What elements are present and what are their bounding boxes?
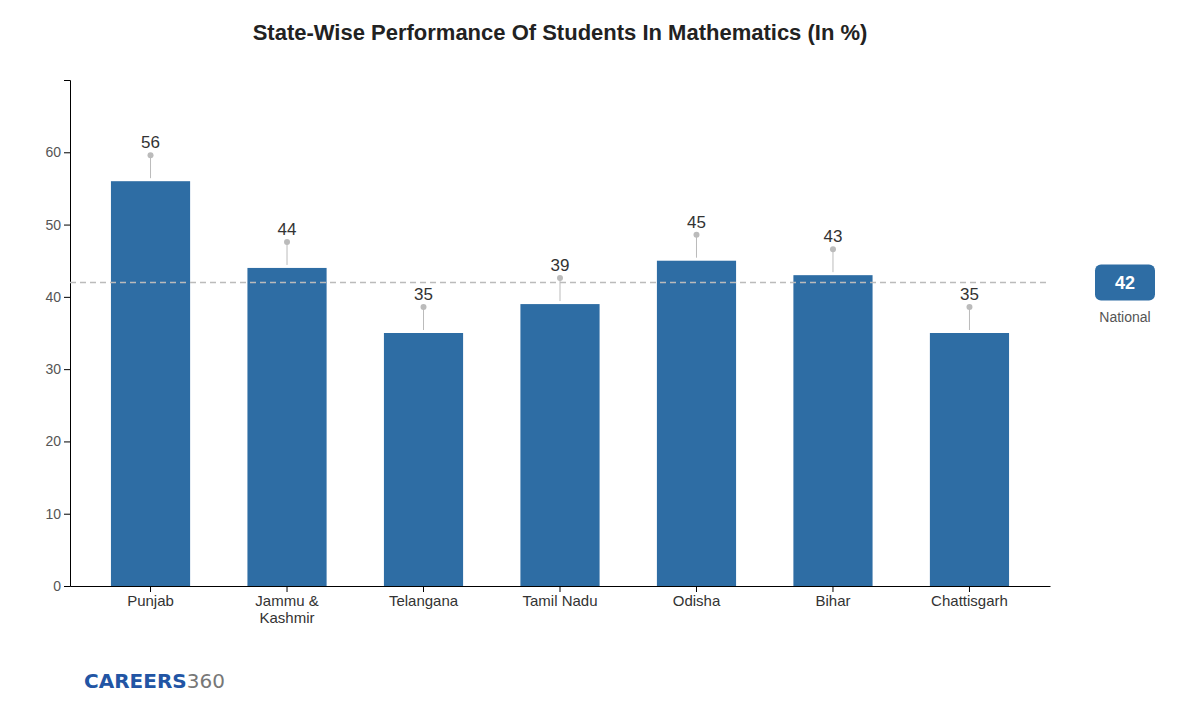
y-tick: 0: [53, 578, 70, 594]
y-tick: 30: [45, 361, 70, 377]
x-tick: Jammu &Kashmir: [255, 586, 318, 626]
logo-part: CAREERS: [84, 669, 187, 693]
bar: [793, 275, 872, 586]
y-tick-label: 10: [45, 506, 61, 522]
label-dot: [557, 275, 563, 281]
chart-svg: State-Wise Performance Of Students In Ma…: [0, 0, 1200, 706]
bar: [111, 181, 190, 586]
y-tick-label: 30: [45, 361, 61, 377]
label-stem: [696, 235, 697, 258]
y-tick-label: 60: [45, 144, 61, 160]
bar: [384, 333, 463, 586]
x-tick: Tamil Nadu: [522, 586, 597, 609]
x-tick-label: Tamil Nadu: [522, 592, 597, 609]
logo: CAREERS360: [84, 669, 225, 693]
data-label: 35: [960, 285, 979, 304]
label-stem: [560, 278, 561, 301]
label-dot: [284, 239, 290, 245]
y-tick-mark: [64, 297, 70, 298]
y-tick-mark: [64, 152, 70, 153]
label-dot: [148, 152, 154, 158]
x-tick-label: Odisha: [673, 592, 721, 609]
y-tick-mark: [64, 225, 70, 226]
y-tick: 10: [45, 506, 70, 522]
label-stem: [423, 307, 424, 330]
chart-title: State-Wise Performance Of Students In Ma…: [253, 20, 868, 45]
data-labels: 56 44 35 39 45 43 35: [141, 133, 979, 330]
x-tick-label: Punjab: [127, 592, 174, 609]
y-tick-label: 50: [45, 217, 61, 233]
y-tick: 60: [45, 144, 70, 160]
y-tick-label: 20: [45, 433, 61, 449]
x-tick-label: Jammu &Kashmir: [255, 592, 318, 626]
y-tick-label: 40: [45, 289, 61, 305]
data-label: 45: [687, 213, 706, 232]
y-tick: 40: [45, 289, 70, 305]
x-tick: Punjab: [127, 586, 174, 609]
bar: [247, 268, 326, 586]
x-tick-label: Chattisgarh: [931, 592, 1008, 609]
x-axis: Punjab Jammu &Kashmir Telangana Tamil Nadu O…: [71, 586, 1051, 626]
bar: [930, 333, 1009, 586]
y-tick-mark: [64, 586, 70, 587]
y-tick: 50: [45, 217, 70, 233]
label-stem: [832, 249, 833, 272]
y-tick: 20: [45, 433, 70, 449]
bars: [111, 181, 1009, 586]
reference-label: National: [1099, 309, 1150, 325]
logo-part: 360: [187, 669, 225, 693]
label-dot: [693, 232, 699, 238]
data-label: 35: [414, 285, 433, 304]
y-tick-mark: [64, 441, 70, 442]
x-tick-label: Bihar: [815, 592, 850, 609]
x-tick: Chattisgarh: [931, 586, 1008, 609]
label-dot: [830, 246, 836, 252]
label-stem: [969, 307, 970, 330]
x-tick-label: Telangana: [389, 592, 459, 609]
x-tick: Telangana: [389, 586, 459, 609]
plot-area: 0 10 20 30 40 50 60 Punjab Jammu &Kashmir Telanga…: [45, 81, 1155, 626]
bar: [657, 261, 736, 586]
data-label: 56: [141, 133, 160, 152]
label-dot: [966, 304, 972, 310]
data-label: 44: [278, 220, 297, 239]
y-axis: 0 10 20 30 40 50 60: [45, 81, 70, 594]
label-dot: [421, 304, 427, 310]
bar: [520, 304, 599, 586]
data-label: 43: [824, 227, 843, 246]
reference-box: [1095, 264, 1155, 300]
y-axis-line: [64, 81, 71, 587]
y-tick-mark: [64, 514, 70, 515]
label-stem: [287, 242, 288, 265]
x-tick: Bihar: [815, 586, 850, 609]
reference-value: 42: [1115, 273, 1135, 293]
label-stem: [150, 155, 151, 178]
y-tick-mark: [64, 369, 70, 370]
y-tick-label: 0: [53, 578, 61, 594]
x-tick: Odisha: [673, 586, 721, 609]
data-label: 39: [551, 256, 570, 275]
